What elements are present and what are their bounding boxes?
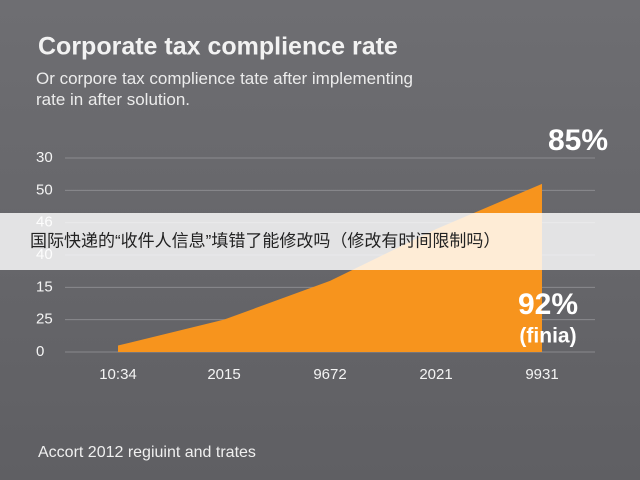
y-tick-label: 50 xyxy=(36,181,53,198)
x-tick-label: 2021 xyxy=(419,366,452,383)
x-tick-label: 10:34 xyxy=(99,366,137,383)
y-tick-label: 0 xyxy=(36,343,44,360)
chart-subtitle: Or corpore tax complience tate after imp… xyxy=(36,69,414,109)
y-tick-label: 30 xyxy=(36,149,53,166)
annotation: 85% xyxy=(548,124,608,157)
x-tick-label: 9672 xyxy=(313,366,346,383)
chart-title: Corporate tax complience rate xyxy=(38,33,398,61)
banner-bg xyxy=(0,213,640,270)
y-tick-label: 25 xyxy=(36,311,53,328)
y-tick-label: 15 xyxy=(36,278,53,295)
annotation: (finia) xyxy=(519,325,576,348)
annotation: 92% xyxy=(518,288,578,321)
subtitle-box: Or corpore tax complience tate after imp… xyxy=(36,69,414,109)
banner-text: 国际快递的“收件人信息”填错了能修改吗（修改有时间限制吗） xyxy=(30,231,500,250)
x-tick-label: 2015 xyxy=(207,366,240,383)
area xyxy=(118,183,542,352)
footer: Accort 2012 regiuint and trates xyxy=(38,444,256,461)
x-tick-label: 9931 xyxy=(525,366,558,383)
